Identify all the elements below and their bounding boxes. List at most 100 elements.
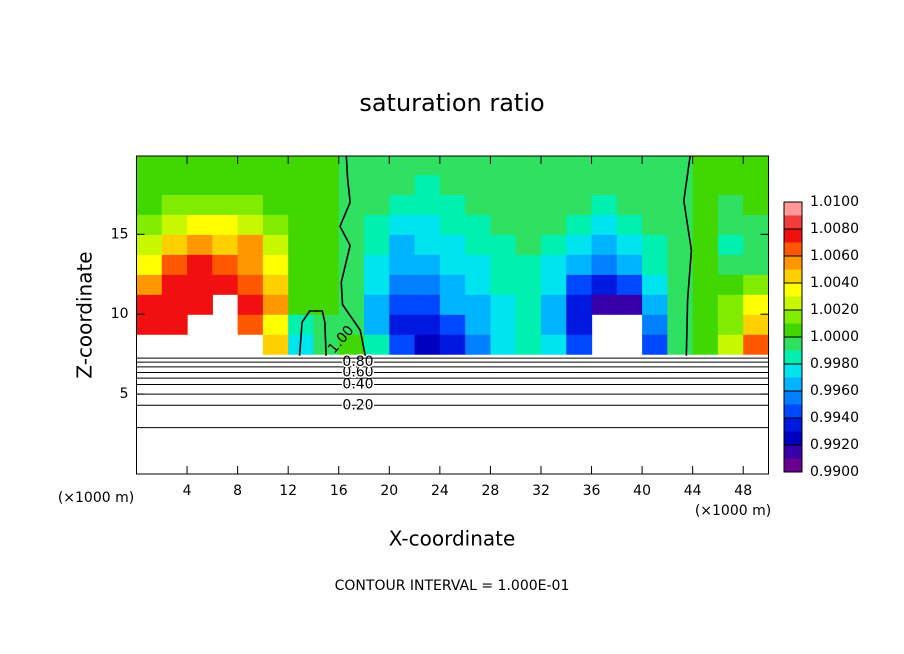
colorbar-band <box>784 418 802 432</box>
field-cell <box>465 174 492 195</box>
field-cell <box>136 274 163 295</box>
x-tick-label: 16 <box>330 483 348 499</box>
field-cell <box>338 214 365 235</box>
colorbar-tick-label: 1.0000 <box>810 329 859 345</box>
colorbar-band <box>784 310 802 324</box>
colorbar-band <box>784 296 802 310</box>
field-cell <box>414 194 441 215</box>
field-cell <box>136 294 163 315</box>
field-cell <box>262 214 289 235</box>
field-cell <box>743 234 770 255</box>
x-tick-label: 4 <box>183 483 192 499</box>
field-cell <box>667 254 694 275</box>
field-cell <box>717 174 744 195</box>
field-cell <box>187 174 213 195</box>
field-cell <box>515 314 542 335</box>
field-cell <box>212 174 239 195</box>
contour-label: 0.80 <box>342 354 373 370</box>
field-cell <box>540 254 567 275</box>
field-cell <box>262 274 289 295</box>
x-tick-label: 36 <box>583 483 601 499</box>
field-cell <box>389 294 416 315</box>
field-cell <box>743 174 770 195</box>
field-cell <box>389 274 416 295</box>
field-cell <box>692 174 719 195</box>
field-cell <box>136 174 163 195</box>
field-cell <box>187 194 213 215</box>
field-cell <box>642 214 668 235</box>
field-cell <box>161 194 188 215</box>
field-cell <box>161 274 188 295</box>
field-cell <box>364 214 390 235</box>
field-cell <box>743 194 770 215</box>
x-tick-label: 32 <box>532 483 550 499</box>
field-cell <box>313 314 340 335</box>
colorbar-band <box>784 215 802 229</box>
x-tick-label: 48 <box>734 483 752 499</box>
field-cell <box>490 314 517 335</box>
field-cell <box>262 234 289 255</box>
field-cell <box>515 334 542 355</box>
field-cell <box>161 174 188 195</box>
field-cell <box>465 254 492 275</box>
field-cell <box>313 174 340 195</box>
field-cell <box>515 156 542 175</box>
field-cell <box>262 334 289 355</box>
field-cell <box>692 254 719 275</box>
field-cell <box>566 254 593 275</box>
field-cell <box>667 334 694 355</box>
x-tick-label: 24 <box>431 483 449 499</box>
field-cell <box>262 156 289 175</box>
field-cell <box>439 194 466 215</box>
x-tick-label: 28 <box>482 483 500 499</box>
field-cell <box>616 174 643 195</box>
field-cell <box>414 156 441 175</box>
field-cell <box>465 274 492 295</box>
colorbar-tick-label: 1.0060 <box>810 248 859 264</box>
field-cell <box>692 314 719 335</box>
x-axis-label: X-coordinate <box>389 527 516 551</box>
colorbar-tick-label: 0.9980 <box>810 356 859 372</box>
field-cell <box>212 214 239 235</box>
field-cell <box>566 174 593 195</box>
chart-title: saturation ratio <box>359 89 544 117</box>
colorbar-band <box>784 445 802 459</box>
field-cell <box>414 274 441 295</box>
field-cell <box>465 314 492 335</box>
field-cell <box>389 334 416 355</box>
field-cell <box>389 254 416 275</box>
field-cell <box>262 294 289 315</box>
field-cell <box>237 234 264 255</box>
field-cell <box>439 294 466 315</box>
field-cell <box>717 334 744 355</box>
field-cell <box>187 274 213 295</box>
field-cell <box>364 156 390 175</box>
field-cell <box>566 314 593 335</box>
colorbar-tick-label: 0.9920 <box>810 437 859 453</box>
x-tick-label: 40 <box>633 483 651 499</box>
field-cell <box>591 156 618 175</box>
colorbar-band <box>784 229 802 243</box>
field-cell <box>288 156 315 175</box>
field-cell <box>465 294 492 315</box>
field-cell <box>515 234 542 255</box>
field-cell <box>743 334 770 355</box>
field-cell <box>338 254 365 275</box>
field-cell <box>187 214 213 235</box>
field-cell <box>389 234 416 255</box>
field-cell <box>439 314 466 335</box>
field-cell <box>313 294 340 315</box>
field-cell <box>515 174 542 195</box>
field-cell <box>313 274 340 295</box>
field-cell <box>187 294 213 315</box>
field-cell <box>288 254 315 275</box>
colorbar-tick-label: 0.9960 <box>810 383 859 399</box>
field-cell <box>642 254 668 275</box>
field-cell <box>237 156 264 175</box>
field-cell <box>237 274 264 295</box>
field-cell <box>743 274 770 295</box>
field-cell <box>667 314 694 335</box>
field-cell <box>262 174 289 195</box>
field-cell <box>692 234 719 255</box>
